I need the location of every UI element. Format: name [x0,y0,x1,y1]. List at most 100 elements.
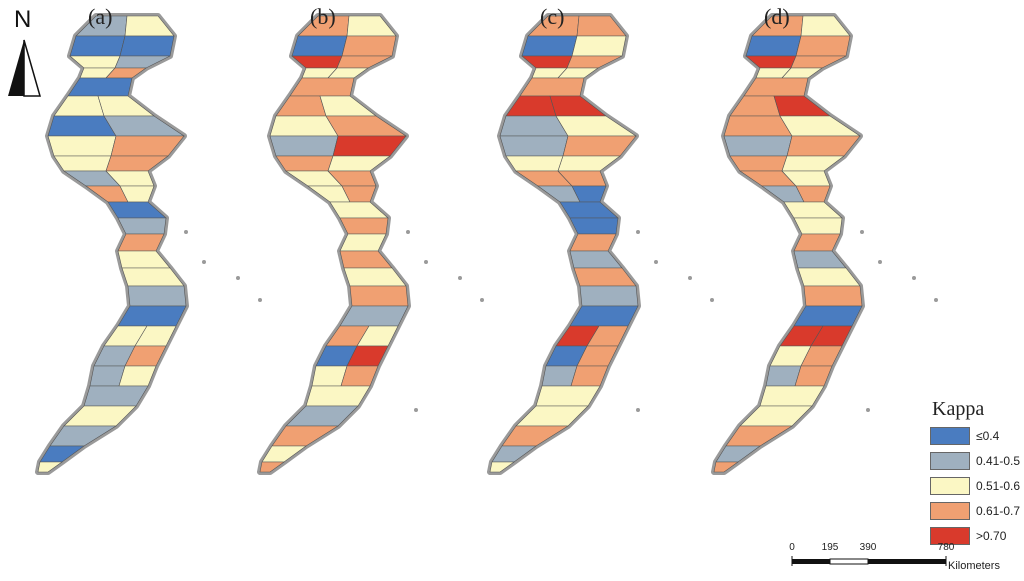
region-25 [117,250,171,269]
region-3 [521,35,578,57]
island-dot [934,298,938,302]
map-panel-a [35,13,418,475]
region-36 [515,405,589,427]
region-24 [793,233,841,252]
region-24 [117,233,165,252]
island-dot [258,298,262,302]
region-24 [569,233,617,252]
region-39 [489,461,515,473]
scale-bar: 0 195 390 780 Kilometers [788,542,1020,572]
scale-unit: Kilometers [948,560,1000,572]
island-dot [414,408,418,412]
island-dot [636,230,640,234]
island-dot [406,230,410,234]
region-4 [341,35,397,57]
region-4 [795,35,851,57]
legend-title: Kappa [932,398,985,420]
region-14 [723,135,793,157]
region-10 [729,95,781,117]
region-27 [803,285,863,307]
legend-item-2: 0.41-0.5 [930,450,1022,472]
region-14 [269,135,339,157]
island-dot [688,276,692,280]
island-dot [710,298,714,302]
region-36 [739,405,813,427]
scale-tick-195: 195 [821,542,839,553]
panel-label-a: (a) [88,4,113,29]
map-panel-d [711,13,938,475]
region-22 [329,201,389,219]
north-arrow-icon [8,39,41,97]
island-dot [184,230,188,234]
region-10 [505,95,557,117]
region-16 [53,155,112,172]
panel-label-b: (b) [310,4,336,29]
region-25 [339,250,393,269]
legend-item-4: 0.61-0.7 [930,500,1022,522]
legend-label-2: 0.41-0.5 [976,454,1021,468]
region-22 [783,201,843,219]
legend: Kappa ≤0.4 0.41-0.5 0.51-0.6 0.61-0.7 >0… [930,398,1022,545]
region-28 [339,305,409,327]
region-25 [793,250,847,269]
legend-swatch-3 [930,477,970,495]
region-23 [569,217,619,235]
legend-swatch-1 [930,427,970,445]
north-letter: N [14,6,32,33]
island-dot [636,408,640,412]
island-dot [424,260,428,264]
island-dot [866,408,870,412]
legend-label-4: 0.61-0.7 [976,504,1021,518]
legend-label-3: 0.51-0.6 [976,479,1021,493]
legend-item-3: 0.51-0.6 [930,475,1022,497]
region-39 [713,461,739,473]
legend-swatch-4 [930,502,970,520]
region-23 [339,217,389,235]
region-3 [291,35,348,57]
island-dot [236,276,240,280]
region-27 [349,285,409,307]
island-dot [480,298,484,302]
region-23 [793,217,843,235]
island-dot [202,260,206,264]
region-23 [117,217,167,235]
island-dot [878,260,882,264]
map-panel-b [257,13,640,475]
legend-item-5: >0.70 [930,525,1022,547]
region-28 [793,305,863,327]
region-27 [127,285,187,307]
region-10 [275,95,327,117]
region-28 [117,305,187,327]
island-dot [860,230,864,234]
legend-item-1: ≤0.4 [930,425,1022,447]
map-panel-c [487,13,870,475]
scale-tick-390: 390 [859,542,877,553]
region-24 [339,233,387,252]
island-dot [912,276,916,280]
panel-label-c: (c) [540,4,565,29]
region-4 [119,35,175,57]
region-36 [285,405,359,427]
region-16 [505,155,564,172]
region-4 [571,35,627,57]
legend-label-1: ≤0.4 [976,429,1000,443]
region-22 [107,201,167,219]
region-14 [499,135,569,157]
north-arrow: N [4,6,44,98]
legend-swatch-2 [930,452,970,470]
region-36 [63,405,137,427]
legend-label-5: >0.70 [976,529,1007,543]
region-14 [47,135,117,157]
region-28 [569,305,639,327]
panel-label-d: (d) [764,4,790,29]
region-16 [275,155,334,172]
scale-bar-graphic [791,556,947,566]
region-39 [37,461,63,473]
region-3 [69,35,126,57]
region-27 [579,285,639,307]
island-dot [654,260,658,264]
legend-swatch-5 [930,527,970,545]
region-16 [729,155,788,172]
